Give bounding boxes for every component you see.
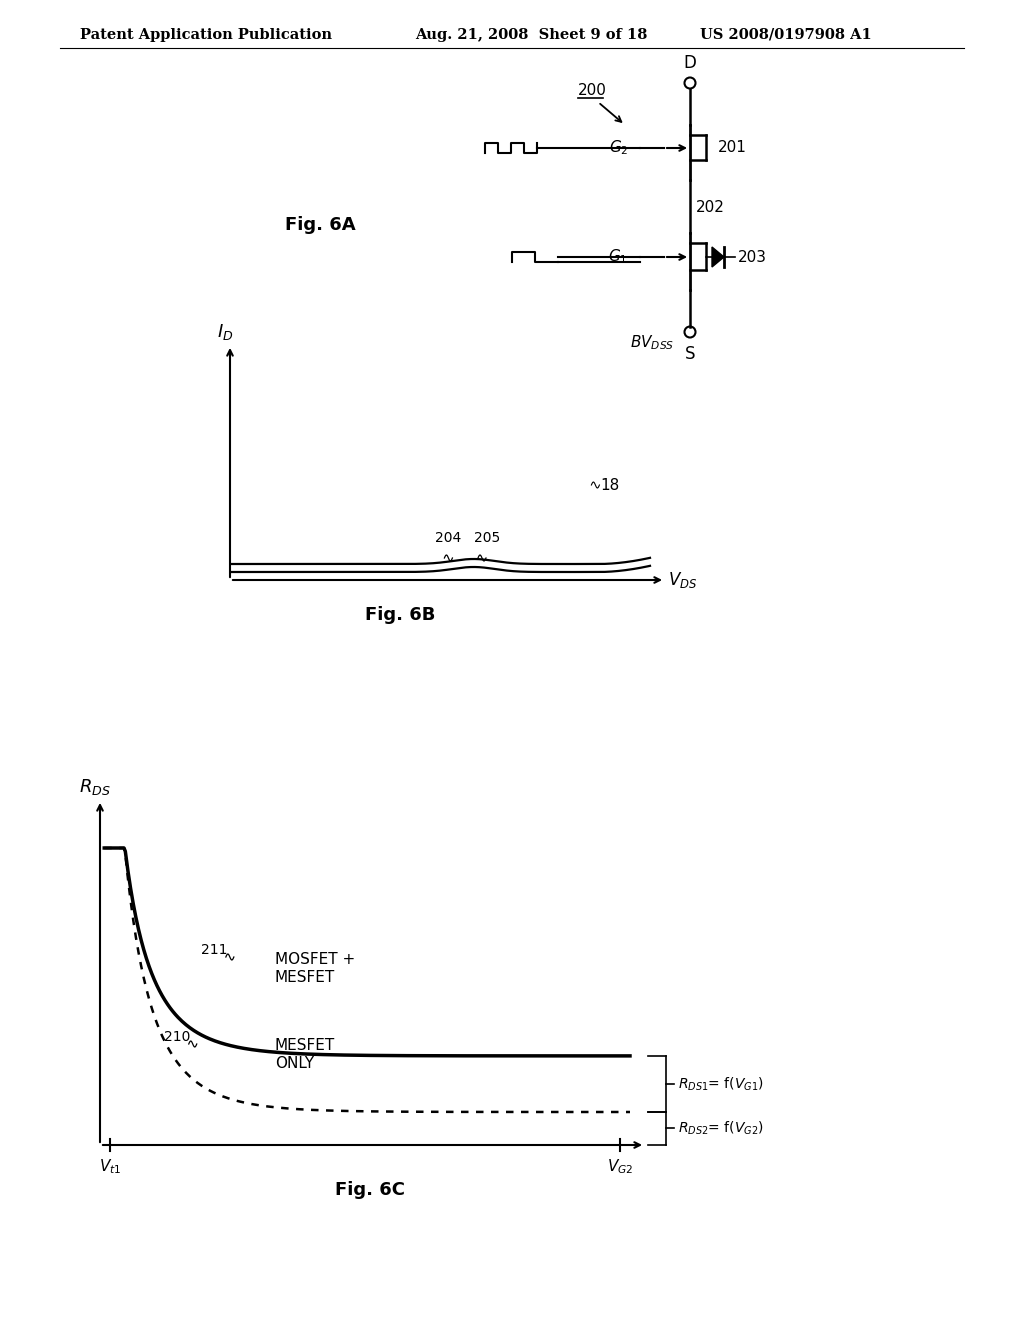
Text: S: S [685,345,695,363]
Text: Patent Application Publication: Patent Application Publication [80,28,332,42]
Text: US 2008/0197908 A1: US 2008/0197908 A1 [700,28,871,42]
Text: 18: 18 [600,478,620,492]
Text: 204: 204 [435,531,462,545]
Text: D: D [684,54,696,73]
Text: Fig. 6C: Fig. 6C [335,1181,406,1199]
Text: 200: 200 [578,83,607,98]
Text: MOSFET +: MOSFET + [274,953,355,968]
Text: $I_D$: $I_D$ [217,322,233,342]
Text: MESFET: MESFET [274,1038,335,1052]
Text: $R_{DS1}$= f($V_{G1}$): $R_{DS1}$= f($V_{G1}$) [678,1076,764,1093]
Text: 202: 202 [696,199,725,214]
Text: Fig. 6A: Fig. 6A [285,216,355,234]
Text: 211: 211 [201,942,227,957]
Text: $R_{DS}$: $R_{DS}$ [79,777,111,797]
Polygon shape [712,247,724,267]
Text: Fig. 6B: Fig. 6B [365,606,435,624]
Text: 203: 203 [738,249,767,264]
Text: 201: 201 [718,140,746,156]
Text: Aug. 21, 2008  Sheet 9 of 18: Aug. 21, 2008 Sheet 9 of 18 [415,28,647,42]
Text: $G_1$: $G_1$ [608,248,628,267]
Text: 210: 210 [164,1030,190,1044]
Text: $BV_{DSS}$: $BV_{DSS}$ [630,333,674,352]
Text: $V_{t1}$: $V_{t1}$ [99,1158,121,1176]
Text: $G_2$: $G_2$ [608,139,628,157]
Text: $R_{DS2}$= f($V_{G2}$): $R_{DS2}$= f($V_{G2}$) [678,1119,764,1138]
Text: $V_{G2}$: $V_{G2}$ [607,1158,633,1176]
Text: $V_{DS}$: $V_{DS}$ [668,570,697,590]
Text: 205: 205 [474,531,500,545]
Text: ONLY: ONLY [274,1056,314,1071]
Text: MESFET: MESFET [274,970,335,986]
